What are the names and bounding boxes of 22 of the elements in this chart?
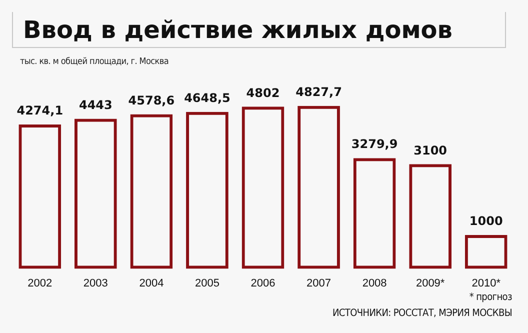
data-label: 3279,9 [351,137,398,152]
chart-title: Ввод в действие жилых домов [12,12,506,48]
x-tick-label: 2006 [250,277,276,290]
text: * прогноз [469,292,512,303]
data-label: 1000 [469,214,503,228]
x-tick-label: 2007 [306,277,332,290]
data-label: 4648,5 [184,90,230,105]
x-tick-label: 2009* [416,277,446,290]
data-label: 4274,1 [16,104,64,118]
data-label: 4802 [246,86,280,100]
data-label: 4578,6 [128,93,175,108]
x-tick-label: 2003 [83,277,108,290]
data-label: 4827,7 [296,84,342,99]
x-tick-label: 2010* [472,277,502,290]
chart-subtitle: тыс. кв. м общей площади, г. Москва [20,57,169,67]
x-tick-label: 2008 [362,277,387,290]
x-tick-label: 2004 [139,277,164,290]
text: ИСТОЧНИКИ: РОССТАТ, МЭРИЯ МОСКВЫ [332,308,512,319]
data-label: 3100 [414,143,448,158]
data-label: 4443 [78,98,112,112]
x-tick-label: 2005 [194,277,220,290]
x-tick-label: 2002 [28,277,52,290]
